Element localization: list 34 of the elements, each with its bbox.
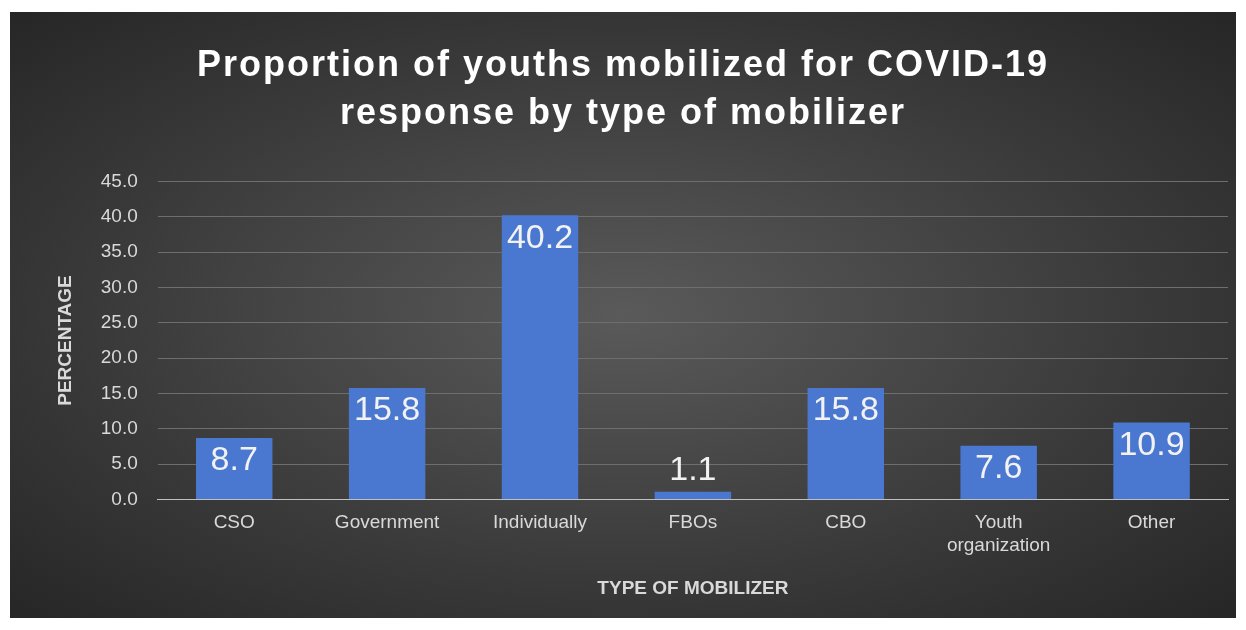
bar bbox=[807, 387, 884, 500]
bar bbox=[654, 491, 732, 500]
y-tick-label: 10.0 bbox=[100, 417, 138, 439]
bar bbox=[960, 445, 1037, 500]
y-axis-title: PERCENTAGE bbox=[53, 275, 75, 406]
x-tick-label: CSO bbox=[213, 511, 255, 533]
x-tick-label: Youth organization bbox=[946, 511, 1051, 556]
x-tick-label: Individually bbox=[493, 511, 588, 533]
y-tick-label: 35.0 bbox=[100, 240, 138, 262]
x-tick-label: CBO bbox=[825, 511, 867, 533]
bar bbox=[196, 438, 273, 500]
data-label: 40.2 bbox=[506, 216, 574, 255]
y-tick-label: 5.0 bbox=[111, 452, 138, 474]
data-label: 15.8 bbox=[812, 389, 879, 428]
y-tick-label: 25.0 bbox=[100, 311, 138, 333]
y-tick-label: 15.0 bbox=[100, 381, 138, 403]
data-label: 10.9 bbox=[1118, 423, 1185, 462]
x-tick-label: Other bbox=[1127, 511, 1176, 533]
x-axis-title: TYPE OF MOBILIZER bbox=[597, 576, 789, 598]
y-tick-label: 45.0 bbox=[100, 169, 138, 191]
data-label: 1.1 bbox=[669, 449, 717, 488]
data-label: 8.7 bbox=[210, 439, 258, 478]
y-tick-label: 0.0 bbox=[111, 487, 138, 509]
bar bbox=[348, 387, 426, 500]
bar bbox=[501, 215, 579, 500]
chart-title: Proportion of youths mobilized for COVID-19 response by type of mobilizer bbox=[196, 42, 1050, 134]
y-tick-label: 30.0 bbox=[100, 275, 138, 297]
data-label: 7.6 bbox=[975, 447, 1023, 486]
x-tick-label: FBOs bbox=[668, 511, 718, 533]
data-label: 15.8 bbox=[354, 389, 421, 428]
y-tick-label: 40.0 bbox=[100, 204, 138, 226]
bar bbox=[1113, 422, 1190, 500]
y-tick-label: 20.0 bbox=[100, 346, 138, 368]
x-tick-label: Government bbox=[334, 511, 441, 533]
